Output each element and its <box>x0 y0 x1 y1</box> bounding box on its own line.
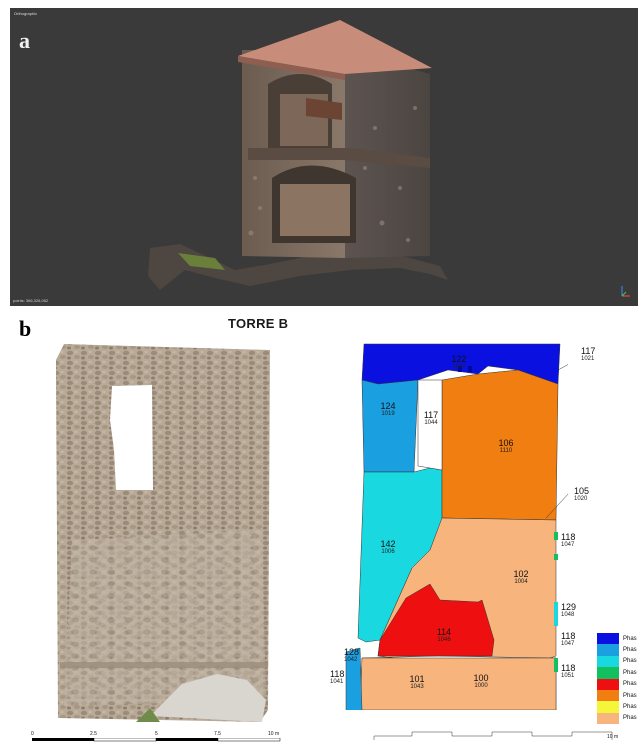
point-cloud-viewport[interactable]: Orthographic <box>10 8 638 306</box>
legend-item: Phas <box>597 655 641 668</box>
unit-label-129: 129 1048 <box>561 602 577 619</box>
legend-item: Phas <box>597 633 641 645</box>
section-title: TORRE B <box>228 316 289 331</box>
unit-label-117-top: 117 1021 <box>581 346 596 363</box>
legend-swatch <box>597 644 619 656</box>
unit-label-106: 106 1110 <box>498 438 514 455</box>
unit-label-118-a: 118 1047 <box>561 532 576 549</box>
legend-swatch <box>597 678 619 690</box>
tower-point-cloud <box>148 20 448 290</box>
legend-item: Phas <box>597 689 641 702</box>
points-count: points: 366,326,062 <box>13 298 49 303</box>
drawing-scale-bar <box>373 731 613 740</box>
legend-item: Phas <box>597 644 641 656</box>
unit-label-102: 102 1004 <box>513 569 529 586</box>
legend-swatch <box>597 701 619 713</box>
unit-label-128: 128 1042 <box>344 647 360 664</box>
phase-legend: Phas Phas Phas Phas Phas Phas Phas Phas <box>597 633 641 725</box>
unit-label-100: 100 1000 <box>473 673 489 690</box>
unit-label-117-window: 117 1044 <box>423 410 439 427</box>
viewport-title: Orthographic <box>14 11 38 16</box>
photo-scale-label-10: 10 m <box>268 731 280 737</box>
legend-swatch <box>597 712 619 725</box>
drawing-scale-label: 10 m <box>607 734 619 740</box>
unit-label-118-d: 118 1051 <box>561 663 576 680</box>
unit-label-124: 124 1019 <box>380 401 396 418</box>
legend-item: Phas <box>597 678 641 690</box>
photo-scale-bar <box>32 738 281 742</box>
unit-label-105: 105 1020 <box>574 486 590 503</box>
orthophoto <box>56 344 270 722</box>
photo-scale-label-7-5: 7.5 <box>214 731 221 737</box>
unit-label-114: 114 1046 <box>436 627 452 644</box>
unit-label-122: 122 1022 <box>451 354 467 371</box>
legend-item: Phas <box>597 712 641 725</box>
legend-swatch <box>597 655 619 668</box>
legend-item: Phas <box>597 701 641 713</box>
unit-label-118-b: 118 1047 <box>561 631 576 648</box>
legend-swatch <box>597 667 619 679</box>
panel-letter-a: a <box>19 28 30 53</box>
legend-swatch <box>597 689 619 702</box>
panel-letter-b: b <box>19 316 32 341</box>
unit-label-101: 101 1043 <box>409 674 425 691</box>
stratigraphic-drawing <box>345 343 568 710</box>
photo-scale-label-0: 0 <box>31 731 34 737</box>
axis-gizmo-icon[interactable] <box>620 284 632 298</box>
unit-label-142: 142 1006 <box>380 539 396 556</box>
legend-item: Phas <box>597 667 641 679</box>
legend-swatch <box>597 633 619 645</box>
unit-label-118-c: 118 1041 <box>330 669 345 686</box>
photo-scale-label-5: 5 <box>155 731 158 737</box>
photo-scale-label-2-5: 2.5 <box>90 731 97 737</box>
